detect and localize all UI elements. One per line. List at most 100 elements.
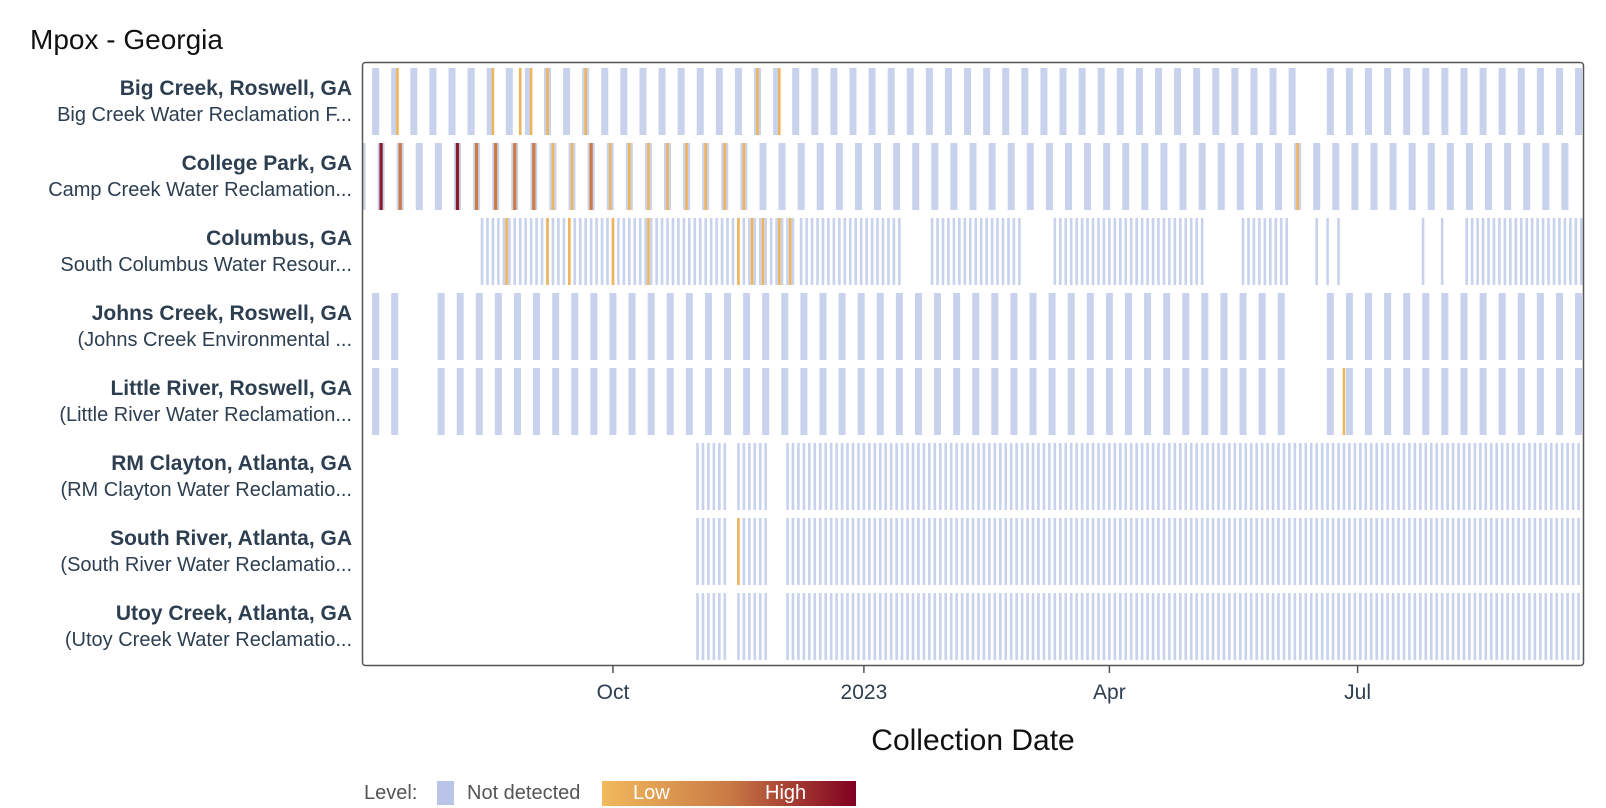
sample-not-detected-bar (1370, 143, 1378, 210)
sample-not-detected-bar (1375, 593, 1378, 660)
sample-detection-bar (628, 143, 631, 210)
sample-not-detected-bar (1135, 68, 1143, 135)
sample-not-detected-bar (1403, 68, 1411, 135)
sample-not-detected-bar (1200, 218, 1204, 285)
legend-level-gradient (602, 781, 856, 806)
sample-not-detected-bar (797, 143, 805, 210)
sample-not-detected-bar (988, 593, 991, 660)
sample-not-detected-bar (816, 143, 824, 210)
sample-detection-bar (546, 218, 549, 285)
sample-not-detected-bar (1212, 68, 1220, 135)
sample-not-detected-bar (1037, 443, 1040, 510)
sample-not-detected-bar (947, 218, 950, 285)
sample-not-detected-bar (1239, 368, 1247, 435)
x-axis: Oct 2023 Apr Jul (597, 666, 1371, 704)
sample-not-detected-bar (742, 593, 746, 660)
sample-not-detected-bar (1157, 218, 1160, 285)
sample-not-detected-bar (1422, 68, 1430, 135)
sample-not-detected-bar (529, 218, 533, 285)
sample-not-detected-bar (1571, 593, 1575, 660)
sample-not-detected-bar (1260, 518, 1264, 585)
sample-detection-bar (1296, 143, 1299, 210)
sample-not-detected-bar (934, 293, 942, 360)
sample-not-detected-bar (1279, 218, 1283, 285)
sample-not-detected-bar (731, 218, 735, 285)
sample-not-detected-bar (1129, 518, 1133, 585)
sample-not-detected-bar (1168, 443, 1171, 510)
sample-not-detected-bar (1247, 218, 1250, 285)
sample-not-detected-bar (963, 218, 967, 285)
sample-not-detected-bar (971, 518, 975, 585)
sample-not-detected-bar (1009, 593, 1013, 660)
sample-not-detected-bar (977, 518, 980, 585)
sample-not-detected-bar (1495, 593, 1499, 660)
sample-not-detected-bar (1384, 68, 1392, 135)
sample-not-detected-bar (372, 368, 380, 435)
sample-not-detected-bar (873, 518, 877, 585)
sample-not-detected-bar (1549, 443, 1553, 510)
sample-not-detected-bar (698, 218, 702, 285)
sample-not-detected-bar (1435, 518, 1439, 585)
sample-not-detected-bar (1348, 443, 1351, 510)
sample-not-detected-bar (966, 443, 969, 510)
sample-not-detected-bar (1293, 443, 1297, 510)
sample-detection-bar (1342, 368, 1346, 435)
sample-not-detected-bar (1506, 518, 1509, 585)
sample-not-detected-bar (456, 293, 464, 360)
sample-not-detected-bar (491, 218, 495, 285)
sample-not-detected-bar (1282, 593, 1286, 660)
sample-not-detected-bar (1097, 443, 1100, 510)
sample-not-detected-bar (1220, 293, 1228, 360)
sample-not-detected-bar (1252, 218, 1256, 285)
sample-not-detected-bar (666, 218, 669, 285)
sample-not-detected-bar (1525, 218, 1529, 285)
sample-detection-bar (396, 68, 399, 135)
sample-not-detected-bar (1495, 443, 1499, 510)
sample-not-detected-bar (829, 518, 833, 585)
sample-detection-bar (778, 68, 781, 135)
sample-not-detected-bar (1419, 443, 1422, 510)
sample-not-detected-bar (887, 68, 895, 135)
sample-not-detected-bar (707, 518, 710, 585)
sample-not-detected-bar (759, 143, 767, 210)
sample-not-detected-bar (1348, 593, 1351, 660)
sample-not-detected-bar (1476, 218, 1479, 285)
sample-not-detected-bar (1337, 443, 1340, 510)
sample-not-detected-bar (1255, 443, 1258, 510)
sample-not-detected-bar (1326, 218, 1329, 285)
sample-not-detected-bar (1353, 518, 1357, 585)
sample-not-detected-bar (955, 518, 958, 585)
sample-not-detected-bar (873, 593, 877, 660)
sample-not-detected-bar (786, 443, 789, 510)
sample-not-detected-bar (1440, 593, 1444, 660)
sample-not-detected-bar (1124, 593, 1128, 660)
sample-not-detected-bar (1064, 218, 1068, 285)
sample-not-detected-bar (1566, 518, 1569, 585)
sample-not-detected-bar (1182, 368, 1190, 435)
sample-not-detected-bar (993, 518, 997, 585)
sample-not-detected-bar (819, 368, 827, 435)
sample-not-detected-bar (1479, 368, 1487, 435)
sample-not-detected-bar (704, 368, 712, 435)
sample-not-detected-bar (917, 443, 920, 510)
sample-not-detected-bar (742, 518, 746, 585)
sample-not-detected-bar (953, 293, 961, 360)
sample-not-detected-bar (1359, 593, 1362, 660)
sample-not-detected-bar (1440, 218, 1444, 285)
sample-not-detected-bar (1479, 68, 1487, 135)
sample-not-detected-bar (958, 218, 961, 285)
sample-not-detected-bar (1536, 218, 1539, 285)
sample-not-detected-bar (1163, 368, 1171, 435)
sample-not-detected-bar (1228, 593, 1231, 660)
sample-not-detected-bar (800, 293, 808, 360)
sample-not-detected-bar (1097, 68, 1105, 135)
sample-not-detected-bar (1517, 593, 1520, 660)
sample-not-detected-bar (1462, 518, 1466, 585)
sample-not-detected-bar (1468, 593, 1471, 660)
chart-title: Mpox - Georgia (30, 24, 223, 55)
sample-not-detected-bar (1522, 443, 1526, 510)
sample-not-detected-bar (840, 593, 844, 660)
sample-not-detected-bar (724, 293, 732, 360)
sample-not-detected-bar (486, 218, 489, 285)
sample-not-detected-bar (977, 593, 980, 660)
